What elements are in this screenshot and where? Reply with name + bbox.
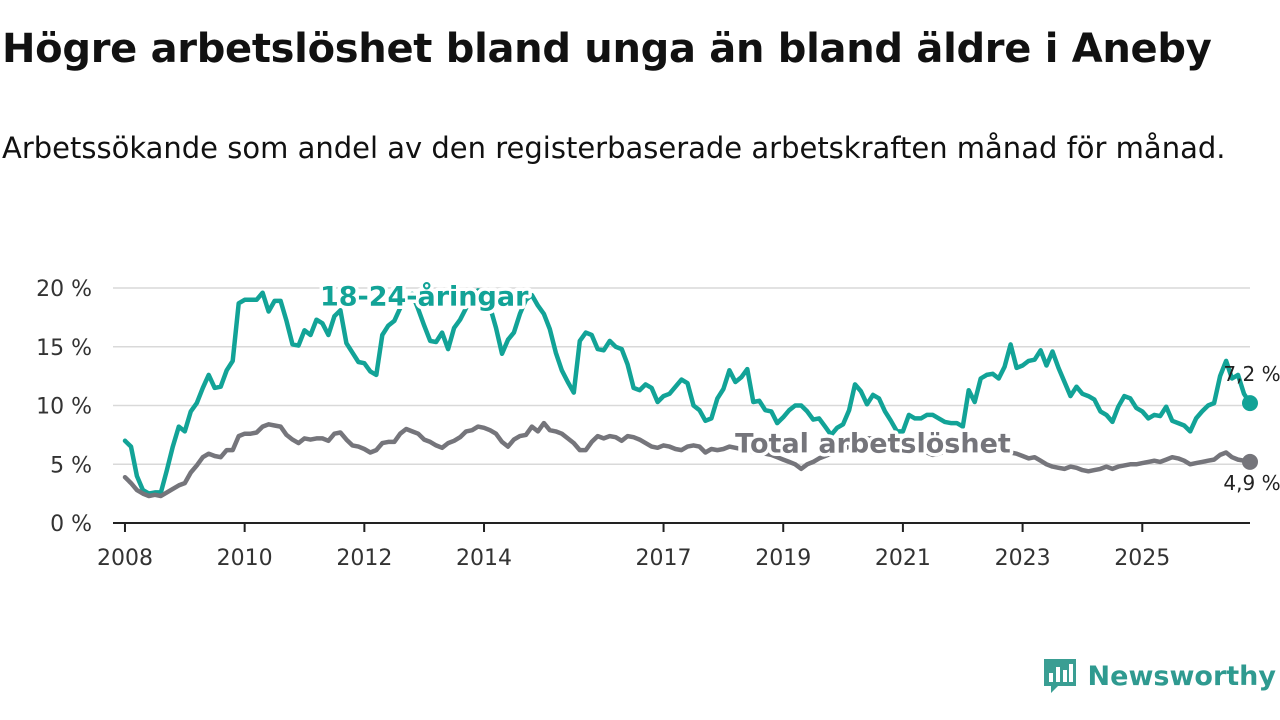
x-tick-label: 2014 (456, 546, 512, 571)
series-label-1: Total arbetslöshet (735, 429, 1011, 460)
series-end-marker-0 (1242, 395, 1258, 412)
y-tick-label: 20 % (36, 277, 92, 302)
x-tick-label: 2019 (755, 546, 811, 571)
x-tick-label: 2010 (217, 546, 273, 571)
y-tick-label: 15 % (36, 336, 92, 361)
x-tick-label: 2025 (1114, 546, 1170, 571)
x-tick-label: 2021 (875, 546, 931, 571)
y-tick-label: 5 % (50, 453, 92, 478)
series-label-0: 18-24-åringar (320, 281, 529, 313)
series-line-0 (122, 288, 1253, 496)
series-end-label-1: 4,9 % (1223, 471, 1280, 495)
chart-subtitle: Arbetssökande som andel av den registerb… (2, 131, 1226, 165)
x-tick-label: 2008 (97, 546, 153, 571)
x-tick-label: 2023 (995, 546, 1051, 571)
series-end-label-0: 7,2 % (1223, 362, 1280, 386)
y-tick-label: 10 % (36, 395, 92, 420)
x-tick-label: 2012 (336, 546, 392, 571)
newsworthy-logo-text: Newsworthy (1087, 660, 1276, 692)
x-tick-label: 2017 (636, 546, 692, 571)
chart-title: Högre arbetslöshet bland unga än bland ä… (2, 26, 1212, 72)
series-line-1 (122, 420, 1253, 499)
series-end-marker-1 (1242, 453, 1258, 470)
newsworthy-logo[interactable]: Newsworthy (1042, 656, 1276, 696)
y-tick-label: 0 % (50, 512, 92, 537)
newsworthy-logo-icon (1043, 659, 1076, 693)
